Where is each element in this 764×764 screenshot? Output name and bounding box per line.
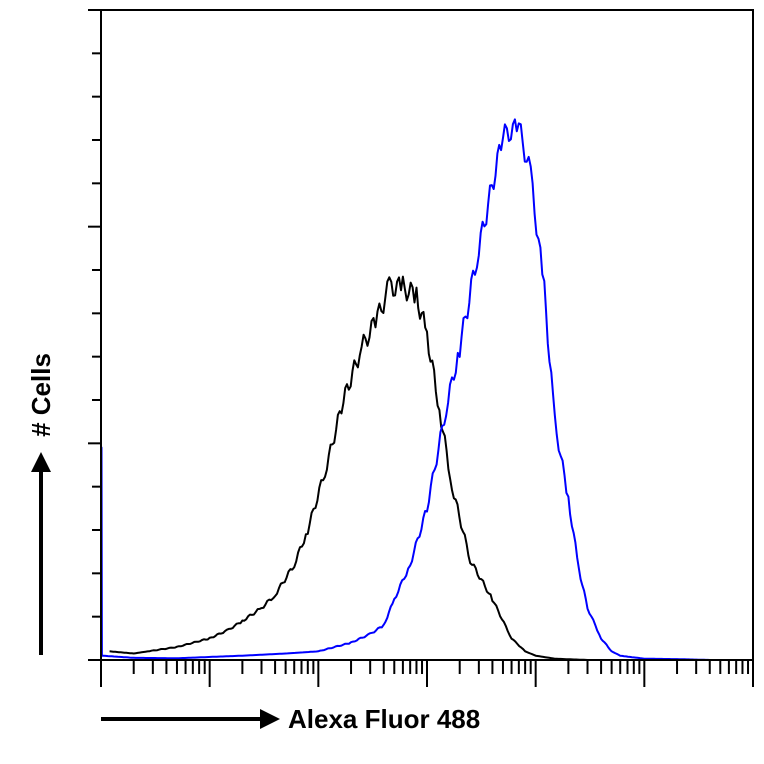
x-axis-label: Alexa Fluor 488 bbox=[288, 704, 480, 734]
y-axis-label: # Cells bbox=[26, 353, 56, 437]
x-axis-arrow-head bbox=[260, 709, 280, 729]
plot-frame bbox=[100, 9, 754, 661]
histogram-series-1 bbox=[109, 275, 588, 661]
histogram-series-2 bbox=[100, 118, 710, 661]
y-axis-arrow-head bbox=[31, 452, 51, 472]
